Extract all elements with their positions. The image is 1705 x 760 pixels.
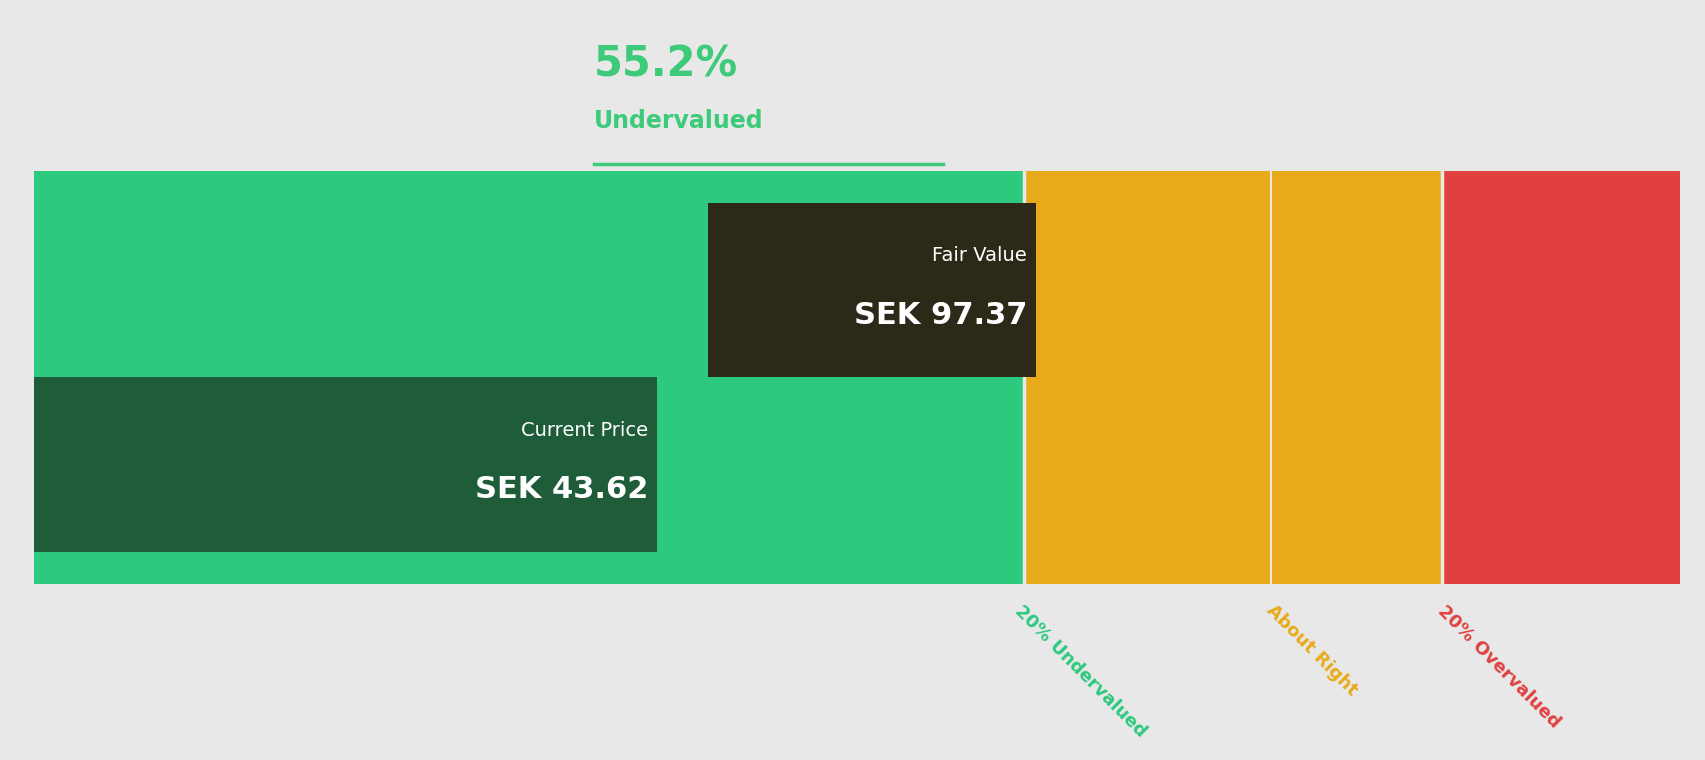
Text: 55.2%: 55.2% [593,43,738,85]
Text: 20% Undervalued: 20% Undervalued [1011,602,1149,740]
Text: 20% Overvalued: 20% Overvalued [1434,602,1562,731]
Text: SEK 43.62: SEK 43.62 [474,475,648,504]
Text: Current Price: Current Price [520,421,648,440]
Bar [708,203,1035,378]
Text: SEK 97.37: SEK 97.37 [852,300,1026,330]
Text: Fair Value: Fair Value [931,246,1026,265]
Bar [1441,171,1679,584]
Bar [34,171,1023,584]
Bar [1023,171,1441,584]
Bar [34,378,656,552]
Text: Undervalued: Undervalued [593,109,762,133]
Text: About Right: About Right [1263,602,1361,700]
